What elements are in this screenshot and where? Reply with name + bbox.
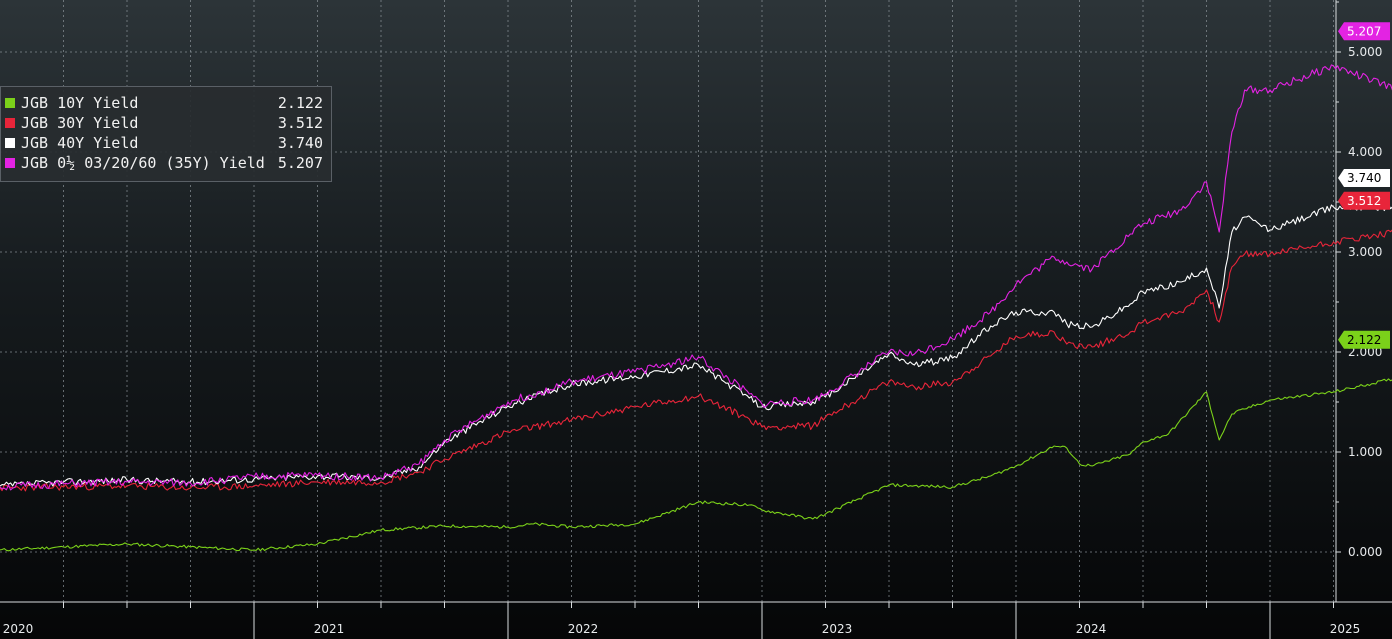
legend-swatch: [5, 98, 15, 108]
tag-label: 2.122: [1347, 333, 1381, 347]
legend-item: JGB 40Y Yield 3.740: [5, 133, 323, 153]
series-line-3: [0, 64, 1392, 491]
tag-label: 5.207: [1347, 24, 1381, 38]
y-tick-label: 5.000: [1348, 45, 1382, 59]
tag-label: 3.740: [1347, 171, 1381, 185]
legend-series-name: JGB 0½ 03/20/60 (35Y) Yield: [21, 154, 265, 172]
x-tick-label: 2025: [1330, 622, 1361, 636]
series-line-2: [0, 203, 1392, 487]
legend-series-value: 5.207: [277, 154, 323, 172]
tag-background: [1338, 330, 1390, 349]
last-value-tag: 3.740: [1338, 169, 1390, 187]
legend-series-name: JGB 30Y Yield: [21, 114, 139, 132]
tag-background: [1338, 191, 1390, 210]
y-tick-label: 4.000: [1348, 145, 1382, 159]
series-line-0: [0, 378, 1392, 552]
tag-background: [1338, 22, 1390, 41]
y-tick-label: 3.000: [1348, 245, 1382, 259]
legend-series-name: JGB 10Y Yield: [21, 94, 139, 112]
legend-swatch: [5, 138, 15, 148]
legend-item: JGB 10Y Yield 2.122: [5, 93, 323, 113]
grid-lines: [0, 0, 1336, 602]
last-value-tag: 2.122: [1338, 330, 1390, 349]
legend-series-value: 3.512: [277, 114, 323, 132]
legend-series-name: JGB 40Y Yield: [21, 134, 139, 152]
legend-item: JGB 30Y Yield 3.512: [5, 113, 323, 133]
legend-swatch: [5, 158, 15, 168]
series-lines: [0, 64, 1392, 552]
chart-legend: JGB 10Y Yield 2.122 JGB 30Y Yield 3.512 …: [0, 86, 332, 182]
y-tick-label: 0.000: [1348, 545, 1382, 559]
tag-label: 3.512: [1347, 194, 1381, 208]
legend-series-value: 3.740: [277, 134, 323, 152]
y-tick-label: 1.000: [1348, 445, 1382, 459]
x-tick-label: 2021: [314, 622, 345, 636]
tag-background: [1338, 169, 1390, 187]
series-line-1: [0, 229, 1392, 492]
last-value-tags: 2.122 3.512 3.740 5.207: [1338, 22, 1390, 349]
legend-series-value: 2.122: [277, 94, 323, 112]
x-tick-label: 2024: [1076, 622, 1107, 636]
last-value-tag: 3.512: [1338, 191, 1390, 210]
legend-swatch: [5, 118, 15, 128]
last-value-tag: 5.207: [1338, 22, 1390, 41]
x-tick-label: 2020: [3, 622, 34, 636]
legend-item: JGB 0½ 03/20/60 (35Y) Yield 5.207: [5, 153, 323, 173]
x-tick-label: 2022: [568, 622, 599, 636]
x-tick-label: 2023: [822, 622, 853, 636]
